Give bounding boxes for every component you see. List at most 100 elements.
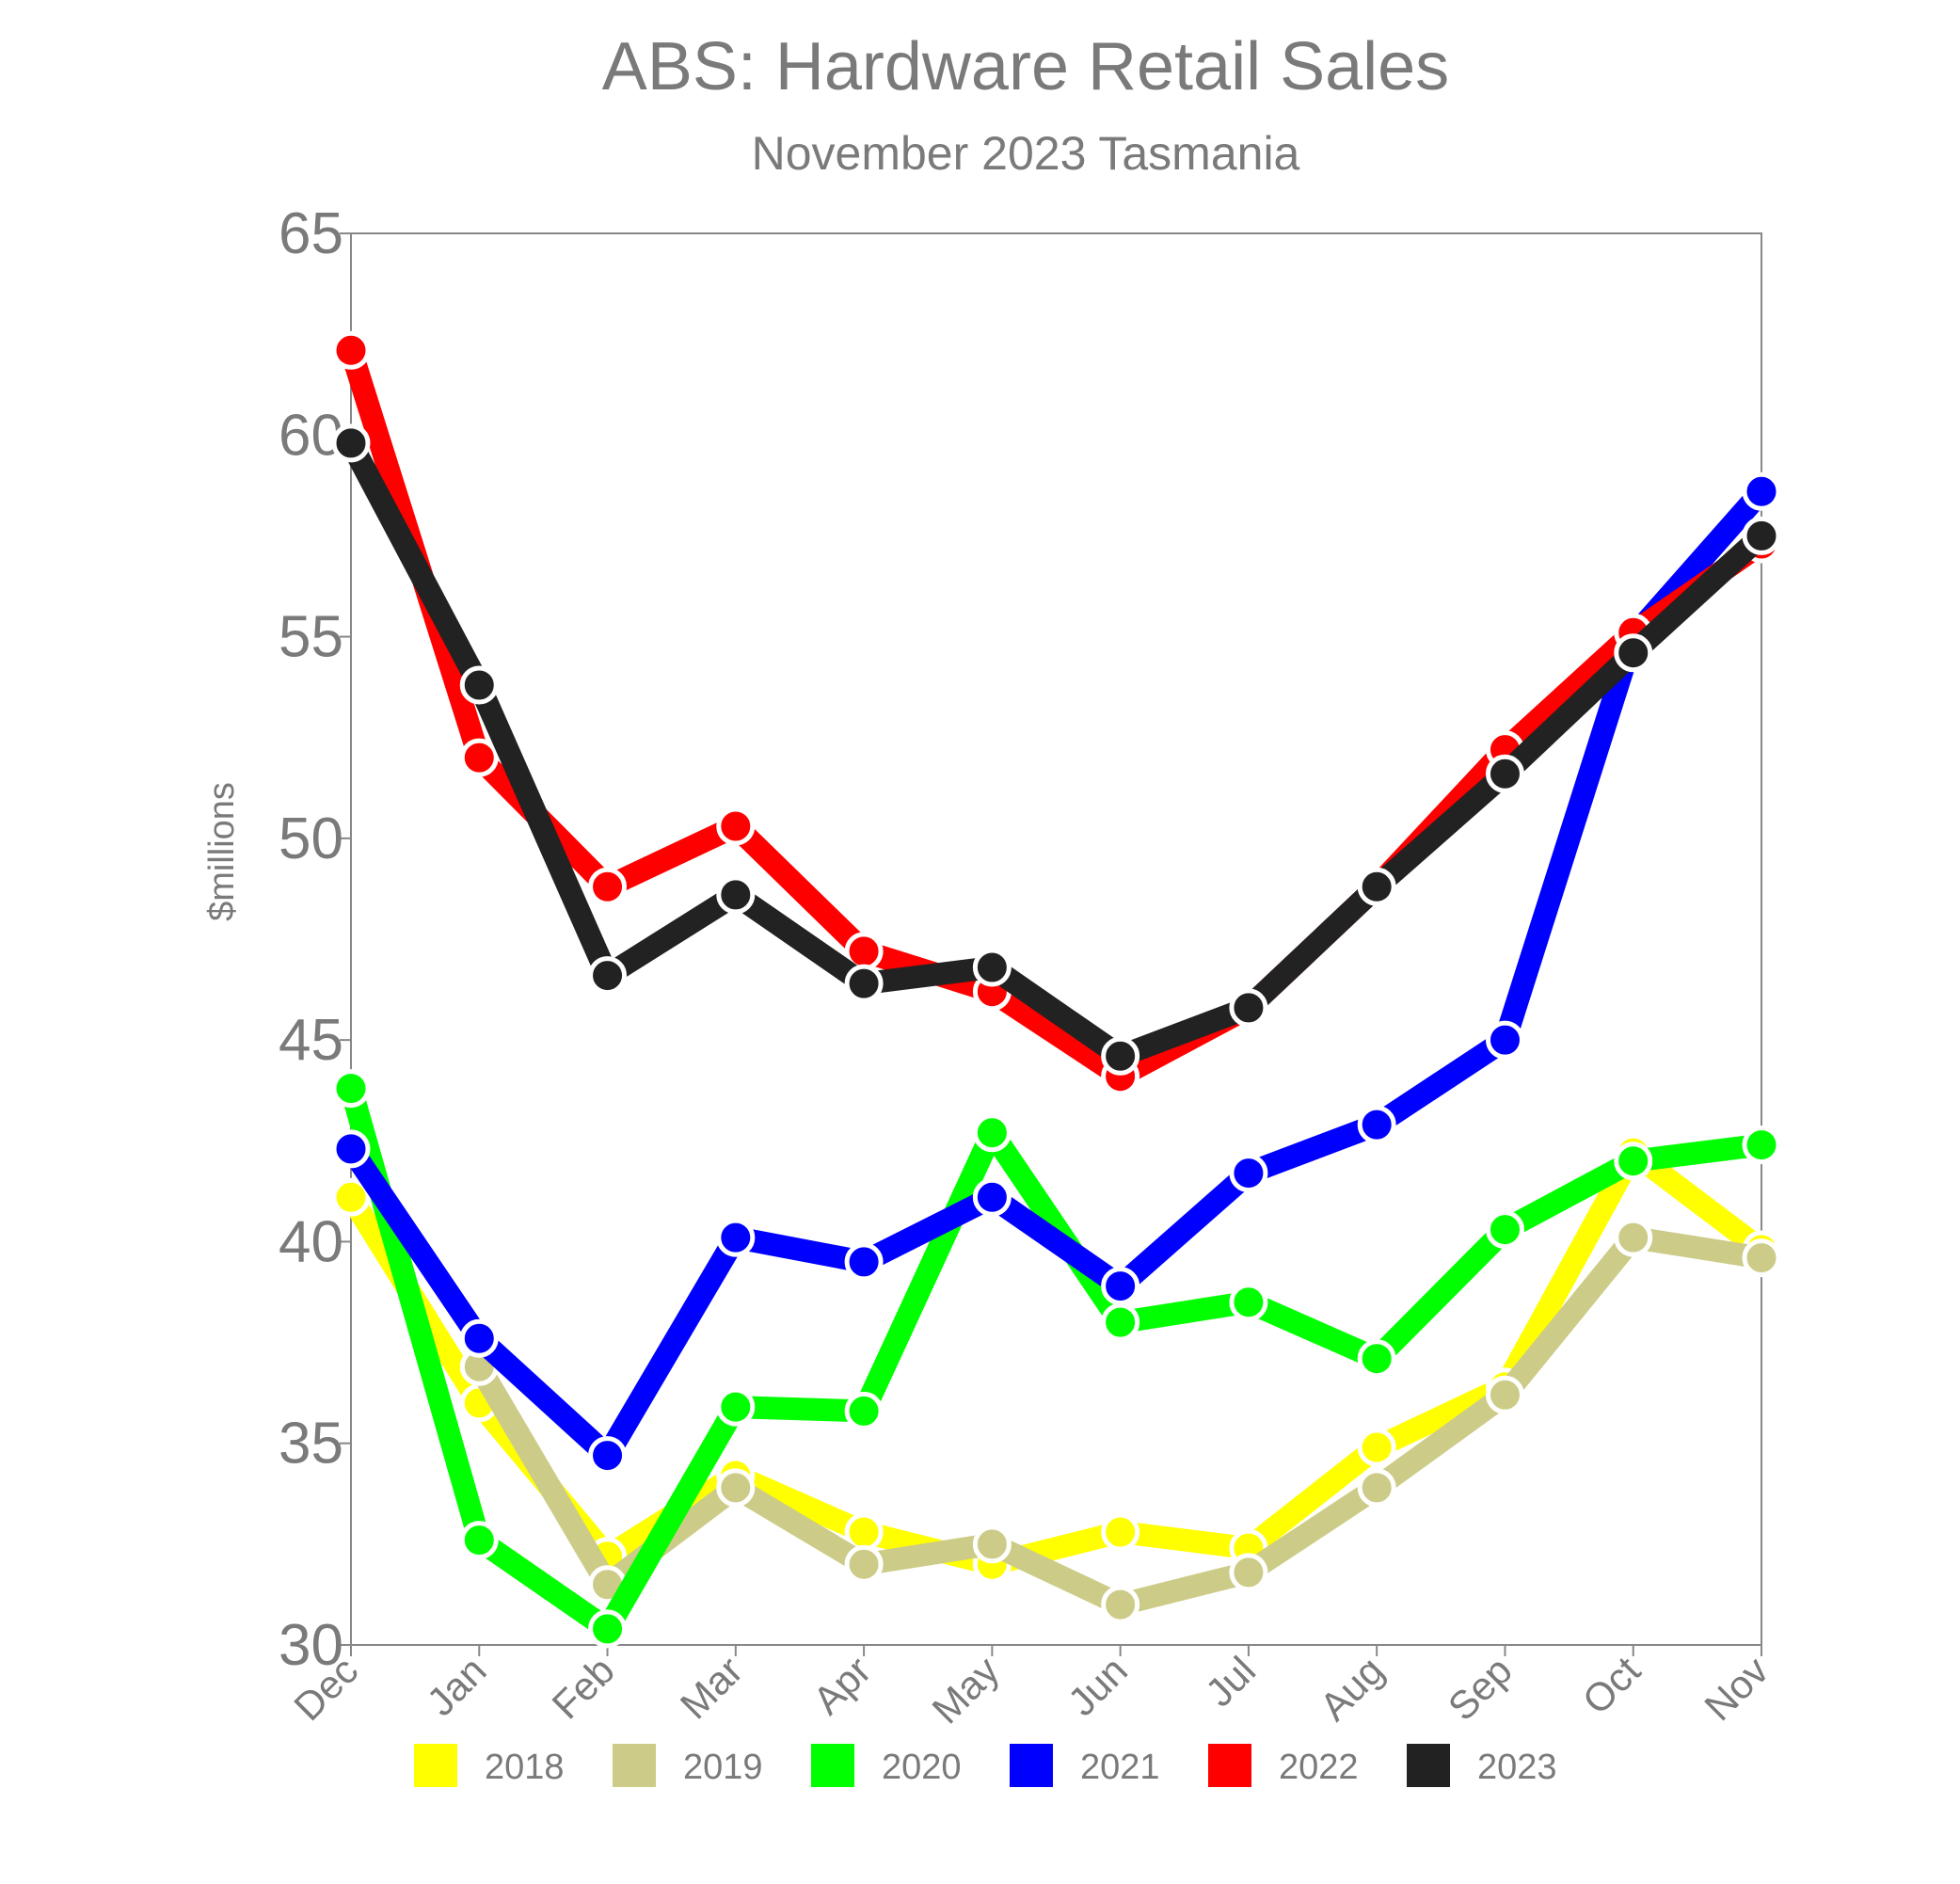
legend-label: 2020 bbox=[882, 1748, 962, 1787]
data-point bbox=[972, 1177, 1012, 1217]
data-point bbox=[1742, 516, 1781, 555]
data-point bbox=[1742, 471, 1781, 511]
data-point bbox=[1229, 1154, 1268, 1193]
data-point bbox=[1229, 1553, 1268, 1592]
series-line-2022 bbox=[340, 339, 1773, 1088]
chart-title: ABS: Hardware Retail Sales bbox=[602, 29, 1449, 104]
x-tick-label: Apr bbox=[805, 1648, 879, 1722]
data-point bbox=[716, 806, 756, 846]
data-point bbox=[1742, 1126, 1781, 1165]
data-point bbox=[1485, 1210, 1524, 1250]
data-point bbox=[588, 1609, 628, 1649]
data-point bbox=[972, 948, 1012, 987]
data-point bbox=[844, 1242, 884, 1282]
legend-item-2021: 2021 bbox=[1010, 1744, 1160, 1787]
data-point bbox=[588, 1436, 628, 1476]
data-point bbox=[1485, 754, 1524, 793]
data-point bbox=[844, 964, 884, 1003]
y-tick-label: 50 bbox=[279, 806, 343, 871]
data-point bbox=[1101, 1267, 1140, 1306]
series-line-2023 bbox=[340, 431, 1773, 1068]
legend-swatch bbox=[811, 1744, 854, 1787]
data-point bbox=[1229, 1283, 1268, 1322]
x-tick-label: Mar bbox=[672, 1648, 751, 1727]
x-tick-label: Jul bbox=[1197, 1648, 1264, 1715]
legend-swatch bbox=[1208, 1744, 1251, 1787]
data-point bbox=[459, 738, 499, 777]
data-point bbox=[716, 1468, 756, 1508]
legend-item-2019: 2019 bbox=[613, 1744, 763, 1787]
y-tick-label: 30 bbox=[279, 1613, 343, 1678]
legend-label: 2022 bbox=[1279, 1748, 1359, 1787]
data-point bbox=[1229, 988, 1268, 1028]
legend-swatch bbox=[414, 1744, 457, 1787]
data-point bbox=[331, 330, 371, 370]
data-point bbox=[716, 875, 756, 915]
data-point bbox=[1614, 1142, 1653, 1181]
data-point bbox=[1742, 1238, 1781, 1278]
data-point bbox=[1357, 867, 1396, 906]
y-tick-label: 65 bbox=[279, 201, 343, 266]
data-point bbox=[844, 1544, 884, 1584]
series-lines bbox=[331, 330, 1781, 1649]
x-tick-label: May bbox=[923, 1648, 1007, 1732]
x-tick-label: Feb bbox=[543, 1648, 622, 1727]
series-2021 bbox=[331, 471, 1781, 1476]
legend-label: 2023 bbox=[1477, 1748, 1557, 1787]
data-point bbox=[588, 956, 628, 996]
legend-swatch bbox=[613, 1744, 656, 1787]
x-tick-label: Nov bbox=[1696, 1648, 1777, 1729]
data-point bbox=[331, 1177, 371, 1217]
legend-label: 2019 bbox=[683, 1748, 763, 1787]
legend-item-2023: 2023 bbox=[1407, 1744, 1557, 1787]
legend: 2018 2019 2020 2021 2022 2023 bbox=[414, 1744, 1557, 1787]
data-point bbox=[1357, 1428, 1396, 1467]
data-point bbox=[1101, 1036, 1140, 1076]
x-tick-label: Sep bbox=[1440, 1648, 1521, 1729]
data-point bbox=[716, 1218, 756, 1257]
data-point bbox=[1357, 1339, 1396, 1379]
x-tick-label: Jun bbox=[1060, 1648, 1136, 1724]
data-point bbox=[331, 423, 371, 463]
data-point bbox=[972, 1525, 1012, 1564]
data-point bbox=[331, 1069, 371, 1109]
data-point bbox=[1101, 1512, 1140, 1552]
plot-frame bbox=[350, 232, 1762, 1646]
legend-label: 2018 bbox=[485, 1748, 565, 1787]
data-point bbox=[716, 1387, 756, 1427]
y-tick-label: 55 bbox=[279, 605, 343, 670]
data-point bbox=[1485, 1375, 1524, 1414]
data-point bbox=[1357, 1468, 1396, 1508]
chart-subtitle: November 2023 Tasmania bbox=[752, 127, 1300, 180]
y-tick-label: 35 bbox=[279, 1412, 343, 1477]
data-point bbox=[588, 867, 628, 906]
data-point bbox=[1101, 1585, 1140, 1624]
y-tick-label: 60 bbox=[279, 403, 343, 468]
x-tick-label: Aug bbox=[1311, 1648, 1392, 1729]
x-tick-label: Oct bbox=[1574, 1648, 1649, 1723]
y-tick-label: 40 bbox=[279, 1209, 343, 1274]
data-point bbox=[459, 1521, 499, 1560]
series-line-2020 bbox=[340, 1077, 1773, 1640]
x-tick-label: Jan bbox=[419, 1648, 495, 1724]
series-2019 bbox=[459, 1218, 1781, 1624]
data-point bbox=[1101, 1302, 1140, 1342]
y-axis-label: $millions bbox=[202, 782, 242, 921]
legend-item-2020: 2020 bbox=[811, 1744, 962, 1787]
data-point bbox=[844, 1391, 884, 1430]
data-point bbox=[459, 1318, 499, 1358]
data-point bbox=[844, 1512, 884, 1552]
series-line-2021 bbox=[340, 480, 1773, 1467]
legend-swatch bbox=[1010, 1744, 1053, 1787]
series-2020 bbox=[331, 1069, 1781, 1649]
data-point bbox=[1614, 633, 1653, 673]
legend-swatch bbox=[1407, 1744, 1450, 1787]
legend-item-2022: 2022 bbox=[1208, 1744, 1359, 1787]
legend-item-2018: 2018 bbox=[414, 1744, 565, 1787]
y-tick-label: 45 bbox=[279, 1008, 343, 1073]
legend-label: 2021 bbox=[1080, 1748, 1160, 1787]
data-point bbox=[1357, 1105, 1396, 1144]
data-point bbox=[1614, 1218, 1653, 1257]
data-point bbox=[331, 1129, 371, 1169]
